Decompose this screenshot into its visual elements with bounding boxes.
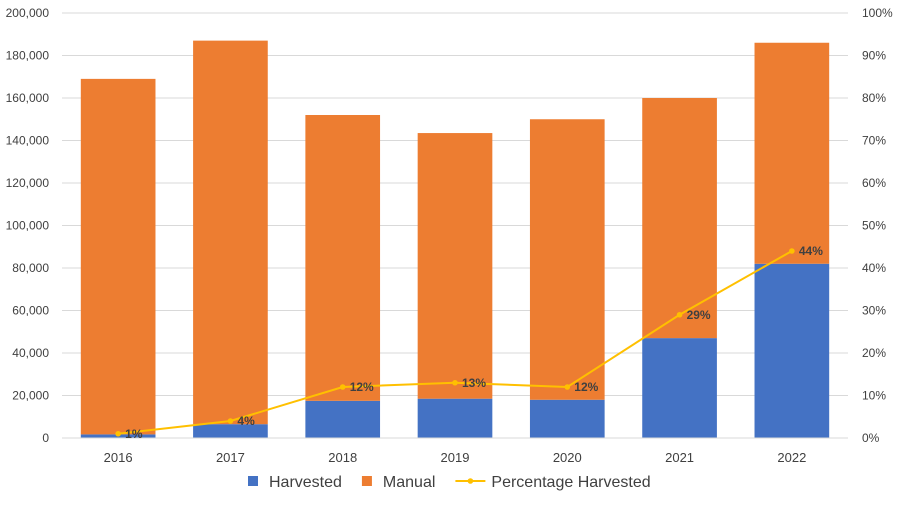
x-tick-label: 2017	[216, 450, 245, 465]
bar-harvested	[642, 338, 717, 438]
y-right-tick-label: 90%	[862, 49, 886, 63]
bar-harvested	[193, 424, 268, 438]
legend-swatch	[248, 476, 258, 486]
y-axis-left: 0 20,000 40,000 60,000 80,000 100,000 120,000 1…	[6, 6, 50, 445]
y-right-tick-label: 30%	[862, 304, 886, 318]
data-label: 12%	[574, 380, 598, 394]
bar-harvested	[754, 263, 830, 438]
bar-manual	[417, 133, 493, 399]
y-right-tick-label: 0%	[862, 431, 880, 445]
y-left-tick-label: 40,000	[12, 346, 49, 360]
y-left-tick-label: 0	[42, 431, 49, 445]
percentage-line	[115, 248, 795, 437]
data-label: 29%	[687, 308, 711, 322]
line-point	[115, 430, 121, 437]
y-right-tick-label: 100%	[862, 6, 893, 20]
line-point	[676, 311, 683, 318]
y-left-tick-label: 180,000	[6, 49, 50, 63]
y-left-tick-label: 160,000	[6, 91, 50, 105]
x-tick-label: 2020	[553, 450, 582, 465]
y-left-tick-label: 100,000	[6, 219, 50, 233]
y-right-tick-label: 10%	[862, 389, 886, 403]
y-right-tick-label: 40%	[862, 261, 886, 275]
bar-harvested	[305, 400, 381, 438]
y-left-tick-label: 60,000	[12, 304, 49, 318]
bar-harvested	[529, 399, 605, 438]
bar-manual	[305, 115, 381, 401]
bar-manual	[754, 42, 830, 264]
legend-marker	[467, 478, 474, 484]
y-right-tick-label: 20%	[862, 346, 886, 360]
y-left-tick-label: 200,000	[6, 6, 50, 20]
y-right-tick-label: 50%	[862, 219, 886, 233]
data-label: 4%	[237, 414, 255, 428]
legend-item: Manual	[361, 474, 435, 491]
legend-label: Harvested	[269, 474, 342, 491]
line-point	[564, 384, 571, 390]
y-axis-right: 0% 10% 20% 30% 40% 50% 60% 70% 80% 90% 100%	[862, 6, 893, 445]
y-right-tick-label: 70%	[862, 134, 886, 148]
bar-harvested	[417, 398, 493, 438]
x-tick-label: 2016	[104, 450, 133, 465]
legend-swatch	[361, 476, 372, 486]
data-labels: 1% 4% 12% 13% 12% 29% 44%	[125, 244, 823, 441]
line-point	[227, 418, 234, 424]
data-label: 12%	[350, 380, 374, 394]
line-point	[789, 248, 795, 254]
x-tick-label: 2022	[777, 450, 806, 465]
bar-manual	[529, 119, 605, 400]
y-left-tick-label: 20,000	[12, 389, 49, 403]
bars	[80, 40, 830, 438]
x-tick-label: 2019	[441, 450, 470, 465]
y-left-tick-label: 80,000	[12, 261, 49, 275]
data-label: 13%	[462, 376, 486, 390]
y-right-tick-label: 60%	[862, 176, 886, 190]
legend: Harvested Manual Percentage Harvested	[248, 474, 651, 491]
legend-label: Percentage Harvested	[491, 474, 650, 491]
line-point	[452, 379, 458, 386]
x-tick-label: 2021	[665, 450, 694, 465]
legend-item: Harvested	[248, 474, 342, 491]
x-tick-label: 2018	[328, 450, 357, 465]
data-label: 44%	[799, 244, 823, 258]
y-left-tick-label: 120,000	[6, 176, 50, 190]
bar-manual	[193, 40, 268, 425]
bar-manual	[80, 78, 156, 435]
y-right-tick-label: 80%	[862, 91, 886, 105]
legend-label: Manual	[383, 474, 435, 491]
legend-item: Percentage Harvested	[455, 474, 651, 491]
x-axis: 2016 2017 2018 2019 2020 2021 2022	[104, 450, 807, 465]
data-label: 1%	[125, 427, 143, 441]
y-left-tick-label: 140,000	[6, 134, 50, 148]
line-point	[339, 384, 346, 390]
bar-manual	[642, 98, 717, 339]
